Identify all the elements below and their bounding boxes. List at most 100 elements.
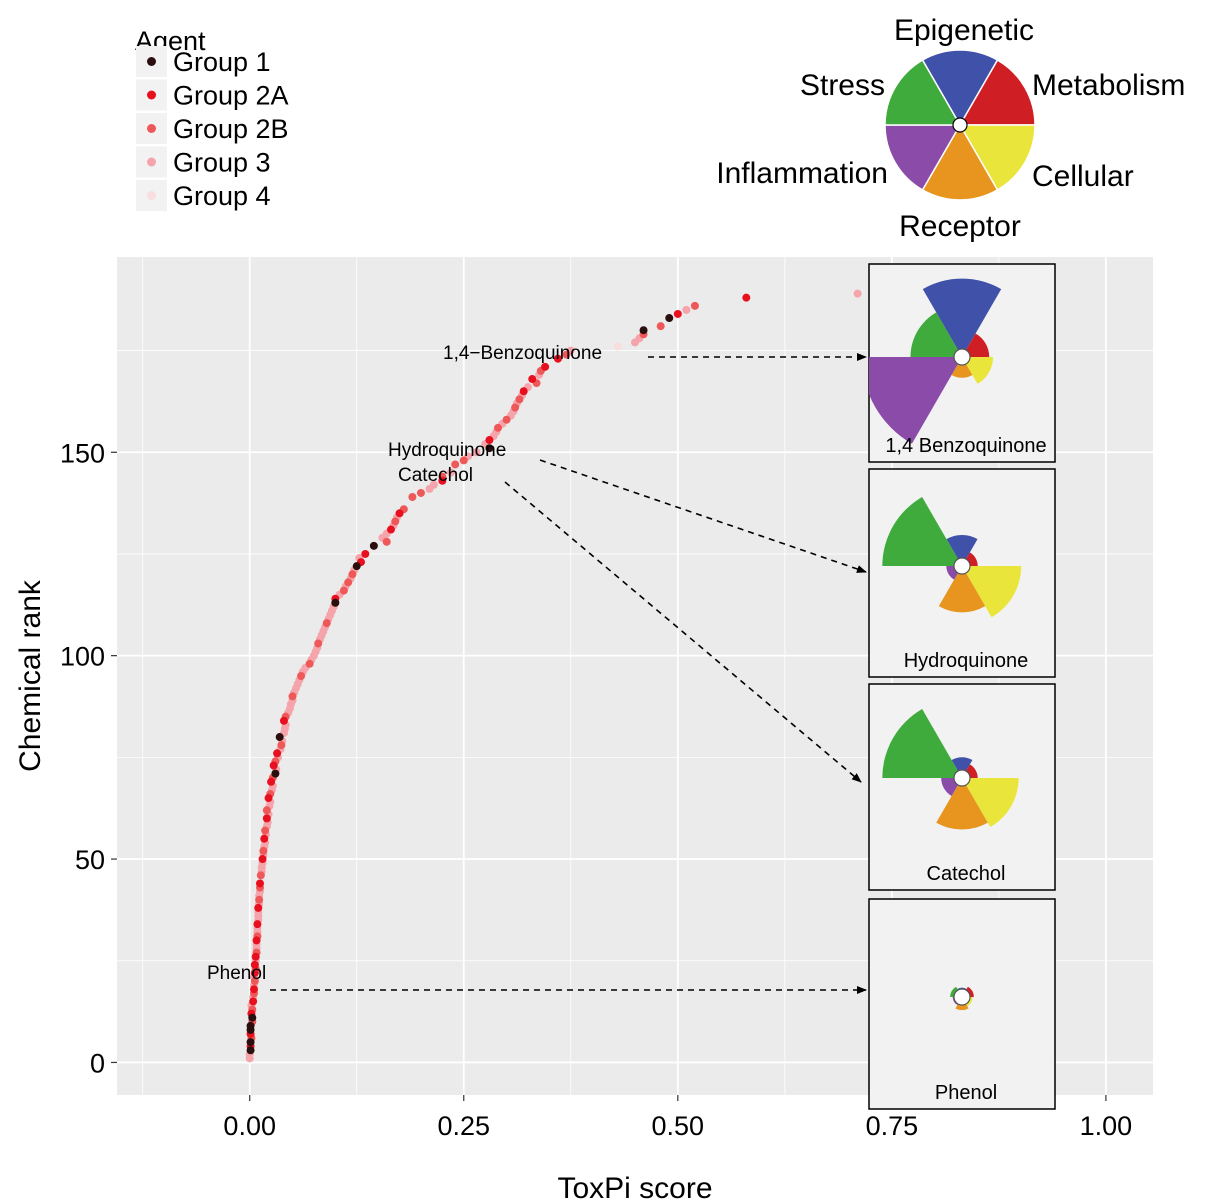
data-point xyxy=(511,403,520,412)
annotation-phenol: Phenol xyxy=(207,963,266,984)
profile-slice xyxy=(962,778,1019,828)
data-point xyxy=(275,733,284,742)
data-points xyxy=(245,289,862,1063)
key-slice-label: Receptor xyxy=(899,210,1021,243)
y-tick-label: 100 xyxy=(60,642,105,672)
data-point xyxy=(322,619,331,628)
data-point xyxy=(255,895,264,904)
data-point xyxy=(502,415,511,424)
data-point xyxy=(251,952,260,961)
data-point xyxy=(250,968,259,977)
data-point xyxy=(451,460,460,469)
annotation-catechol: Catechol xyxy=(398,465,473,486)
data-point xyxy=(339,586,348,595)
data-point xyxy=(386,525,395,534)
profile-box: Hydroquinone xyxy=(868,468,1056,678)
data-point xyxy=(254,903,263,912)
data-point xyxy=(331,598,340,607)
data-point xyxy=(673,309,682,318)
data-point xyxy=(391,517,400,526)
data-point xyxy=(250,960,259,969)
data-point xyxy=(416,488,425,497)
y-tick-label: 150 xyxy=(60,438,105,468)
data-point xyxy=(613,342,622,351)
axis-ticks: 0.00 0.25 0.50 0.75 1.00 0 50 100 150 xyxy=(60,438,1132,1141)
profile-slice xyxy=(946,534,978,566)
legend-marker xyxy=(147,157,156,167)
data-point xyxy=(262,806,271,815)
profile-center xyxy=(953,769,971,787)
data-point xyxy=(352,562,361,571)
x-axis-label: ToxPi score xyxy=(557,1172,712,1204)
data-point xyxy=(249,985,258,994)
legend-label: Group 2A xyxy=(173,81,289,111)
data-point xyxy=(249,997,258,1006)
data-point xyxy=(273,749,282,758)
arrow-hydroquinone xyxy=(539,459,867,573)
data-point xyxy=(297,672,306,680)
data-point xyxy=(690,301,699,310)
annotation-hydroquinone: Hydroquinone xyxy=(388,440,506,461)
key-slice-label: Metabolism xyxy=(1032,69,1185,102)
data-point xyxy=(348,570,357,579)
x-tick-label: 1.00 xyxy=(1080,1111,1133,1141)
data-point xyxy=(682,305,691,314)
y-tick-label: 50 xyxy=(75,845,105,875)
legend-label: Group 3 xyxy=(173,148,271,178)
profile-slice xyxy=(962,357,994,384)
data-point xyxy=(256,871,265,880)
data-point xyxy=(494,423,503,432)
toxpi-profiles: 1,4 Benzoquinone Hydroquinone Catechol Phen… xyxy=(868,263,1056,1110)
profile-slice xyxy=(936,778,988,830)
data-point xyxy=(459,456,468,465)
annotations: 1,4−Benzoquinone Hydroquinone Catechol P… xyxy=(207,343,867,994)
data-point xyxy=(541,362,550,371)
profile-slice xyxy=(962,566,1022,618)
profile-slice xyxy=(910,312,962,357)
key-center xyxy=(952,117,968,133)
data-point xyxy=(472,448,481,457)
data-point xyxy=(314,639,323,648)
key-slice xyxy=(884,59,962,126)
data-point xyxy=(267,777,276,786)
data-point xyxy=(252,936,261,945)
profile-slice xyxy=(882,496,962,566)
data-point xyxy=(446,468,455,477)
profile-box: Phenol xyxy=(868,898,1056,1110)
legend-label: Group 1 xyxy=(173,47,271,77)
data-point xyxy=(271,769,280,778)
legend-marker xyxy=(147,124,156,133)
profile-center xyxy=(953,988,971,1006)
data-point xyxy=(519,387,528,396)
data-point xyxy=(665,314,674,323)
data-point xyxy=(258,855,267,864)
data-point xyxy=(248,1013,257,1022)
x-tick-label: 0.75 xyxy=(866,1111,919,1141)
profile-center xyxy=(953,557,971,575)
profile-label: Catechol xyxy=(927,863,1006,885)
data-point xyxy=(485,436,494,445)
data-point xyxy=(515,395,524,404)
profile-label: Phenol xyxy=(935,1082,997,1104)
key-slice-label: Cellular xyxy=(1032,160,1134,193)
data-point xyxy=(562,350,571,359)
profile-box: Catechol xyxy=(868,683,1056,891)
profile-label: Hydroquinone xyxy=(904,650,1029,672)
data-point xyxy=(408,493,417,502)
grid-major xyxy=(117,257,1153,1095)
arrow-catechol xyxy=(504,481,862,783)
key-slice xyxy=(884,124,962,191)
data-point xyxy=(742,293,751,302)
toxpi-key-pie: Epigenetic Metabolism Cellular Receptor Infl… xyxy=(716,14,1185,243)
data-point xyxy=(528,375,537,384)
data-point xyxy=(438,476,447,485)
data-point xyxy=(260,834,269,843)
data-point xyxy=(246,1038,255,1047)
y-axis-label: Chemical rank xyxy=(14,579,47,772)
data-point xyxy=(395,509,404,518)
legend-marker xyxy=(147,191,156,200)
key-slice xyxy=(958,124,1036,191)
profile-slice xyxy=(951,357,973,378)
data-point xyxy=(656,322,665,331)
